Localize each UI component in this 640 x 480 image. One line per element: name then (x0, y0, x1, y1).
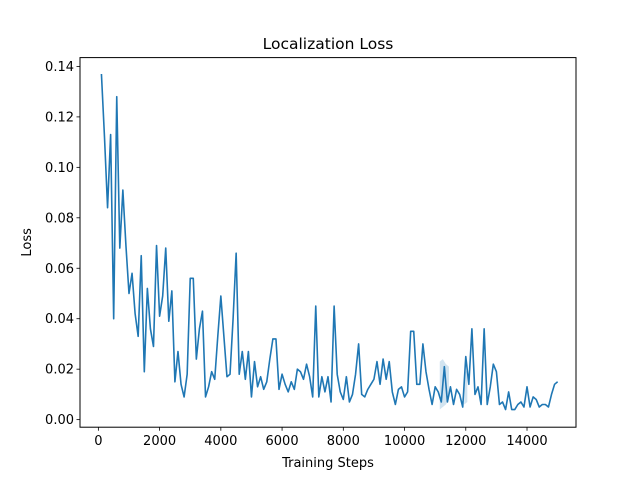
y-tick-label: 0.04 (45, 312, 74, 327)
y-tick-label: 0.00 (45, 413, 74, 428)
y-tick-label: 0.12 (45, 110, 74, 125)
x-axis-ticks: 0 2000 4000 6000 8000 10000 12000 14000 (94, 427, 548, 449)
chart-title: Localization Loss (263, 35, 394, 53)
y-tick-label: 0.02 (45, 363, 74, 378)
plot-frame (79, 57, 577, 428)
x-tick-label: 6000 (266, 434, 299, 449)
x-tick-label: 12000 (445, 434, 486, 449)
series-layer (100, 73, 559, 411)
x-tick-label: 4000 (204, 434, 237, 449)
y-tick-label: 0.14 (45, 60, 74, 75)
x-tick-label: 8000 (327, 434, 360, 449)
x-tick-label: 0 (94, 434, 102, 449)
y-tick-label: 0.10 (45, 161, 74, 176)
x-axis-label: Training Steps (281, 456, 374, 471)
x-tick-label: 14000 (506, 434, 547, 449)
y-axis-label: Loss (20, 228, 35, 257)
loss-series-line (100, 73, 559, 411)
y-axis-ticks: 0.00 0.02 0.04 0.06 0.08 0.10 0.12 0.14 (45, 60, 80, 428)
x-tick-label: 10000 (384, 434, 425, 449)
y-tick-label: 0.06 (45, 262, 74, 277)
y-tick-label: 0.08 (45, 211, 74, 226)
x-tick-label: 2000 (143, 434, 176, 449)
